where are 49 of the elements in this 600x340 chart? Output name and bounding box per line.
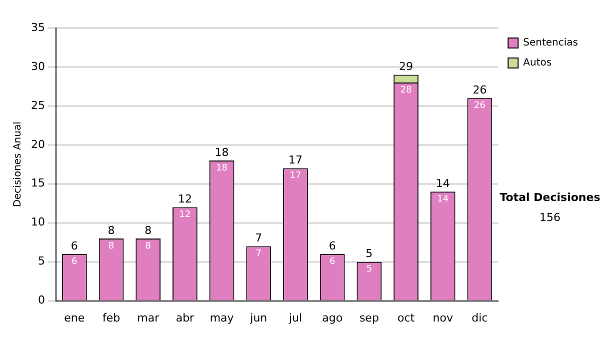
total-label: 12	[178, 192, 192, 206]
data-label: 12	[179, 210, 191, 220]
y-axis-title: Decisiones Anual	[12, 122, 24, 208]
data-label: 18	[216, 163, 228, 174]
data-label: 14	[437, 194, 449, 205]
data-label: 6	[329, 256, 336, 267]
x-tick-label: mar	[137, 311, 160, 324]
y-tick-label: 35	[30, 20, 45, 34]
data-label: 8	[108, 241, 114, 252]
x-tick-label: sep	[359, 311, 379, 324]
y-tick-label: 25	[30, 98, 45, 112]
x-tick-label: jun	[249, 311, 268, 324]
data-label: 7	[256, 249, 262, 260]
total-label: 5	[366, 247, 373, 260]
y-tick-label: 20	[30, 138, 45, 151]
data-label: 8	[145, 241, 152, 252]
x-tick-label: dic	[472, 311, 488, 324]
total-label: 8	[144, 224, 152, 237]
total-label: 6	[70, 239, 78, 252]
legend-label: Sentencias	[523, 38, 578, 49]
x-tick-label: jul	[288, 311, 302, 324]
y-tick-label: 0	[38, 294, 45, 307]
text: 156	[540, 210, 560, 224]
total-label: 6	[328, 239, 336, 252]
total-label: 26	[472, 84, 487, 97]
text: Total Decisiones	[500, 190, 600, 204]
x-tick-label: abr	[176, 311, 195, 324]
data-label: 5	[366, 264, 372, 275]
y-tick-label: 15	[30, 176, 45, 190]
x-tick-label: ago	[322, 311, 343, 324]
total-label: 29	[399, 60, 414, 74]
x-tick-label: may	[210, 311, 234, 324]
legend-label: Autos	[523, 58, 552, 69]
data-label: 28	[400, 85, 412, 96]
data-label: 6	[72, 256, 78, 267]
x-tick-label: feb	[102, 311, 120, 324]
y-tick-label: 10	[30, 216, 45, 229]
total-label: 18	[214, 146, 229, 159]
total-label: 7	[255, 232, 262, 245]
data-label: 26	[474, 100, 486, 111]
x-tick-label: nov	[432, 311, 454, 324]
x-tick-label: oct	[397, 311, 416, 324]
total-label: 8	[108, 224, 115, 237]
data-label: 17	[290, 171, 302, 182]
x-tick-label: ene	[64, 311, 85, 324]
total-label: 17	[288, 154, 302, 167]
total-label: 14	[436, 177, 450, 190]
y-tick-label: 5	[38, 254, 45, 268]
y-tick-label: 30	[30, 60, 45, 73]
